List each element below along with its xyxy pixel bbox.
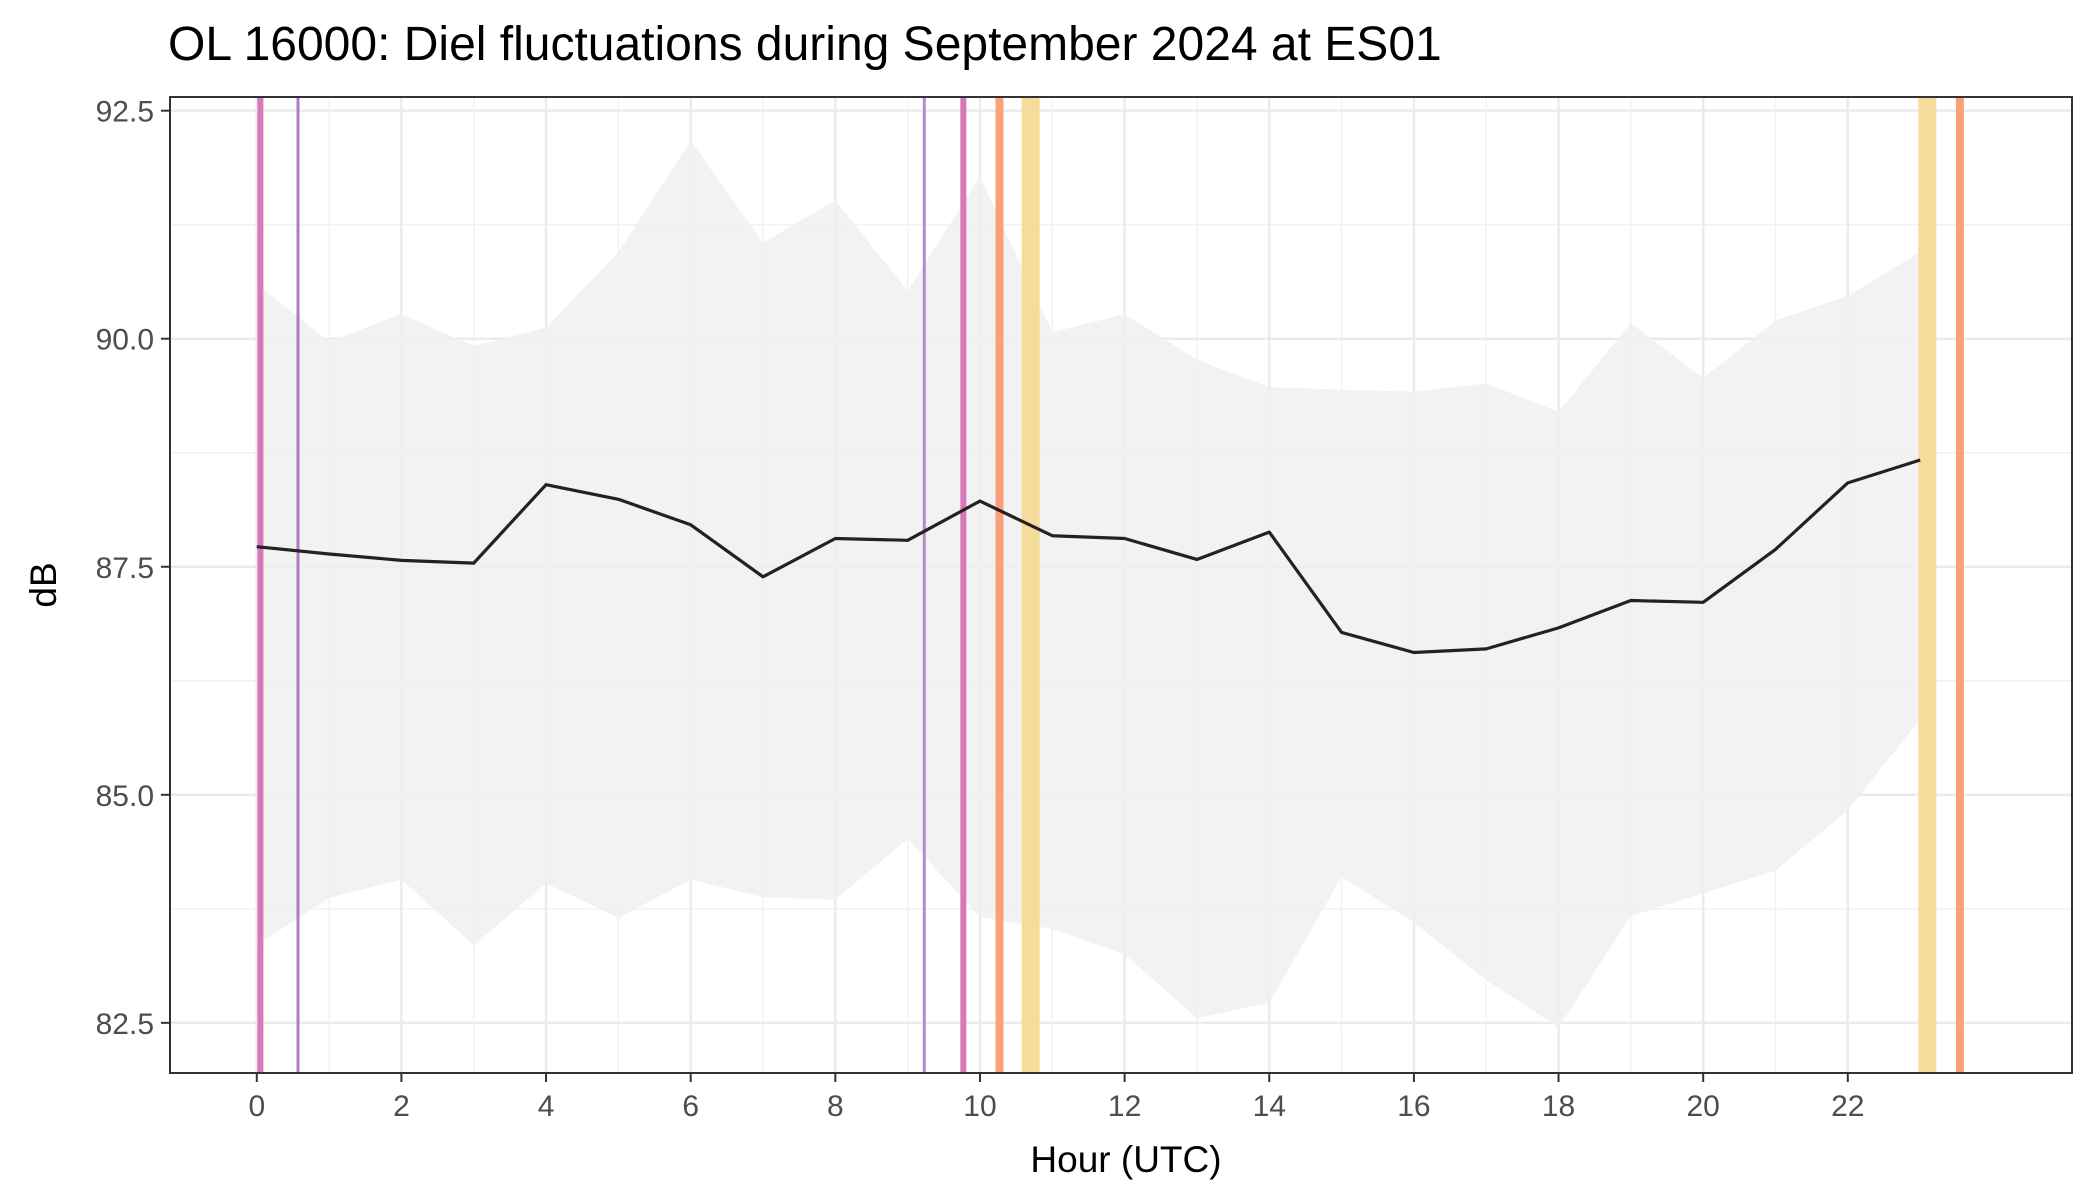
x-tick-label: 22 bbox=[1831, 1090, 1864, 1123]
x-tick-label: 4 bbox=[538, 1090, 555, 1123]
range-ribbon bbox=[256, 140, 1921, 1028]
y-axis-title: dB bbox=[23, 562, 64, 607]
x-tick-label: 2 bbox=[393, 1090, 410, 1123]
x-tick-label: 18 bbox=[1542, 1090, 1575, 1123]
y-tick-label: 82.5 bbox=[96, 1008, 154, 1041]
x-tick-label: 6 bbox=[682, 1090, 699, 1123]
x-tick-label: 20 bbox=[1686, 1090, 1719, 1123]
plot-area: 0 2 4 6 8 10 12 14 16 18 20 22 82.5 85.0 87.5 90.0 92.5 bbox=[96, 96, 2073, 1123]
x-tick-label: 8 bbox=[827, 1090, 844, 1123]
x-tick-label: 0 bbox=[248, 1090, 265, 1123]
x-tick-label: 16 bbox=[1397, 1090, 1430, 1123]
y-tick-label: 85.0 bbox=[96, 780, 154, 813]
panel-border bbox=[169, 96, 2073, 1074]
mean-line-series-1 bbox=[256, 458, 1921, 655]
chart-title: OL 16000: Diel fluctuations during Septe… bbox=[168, 18, 1442, 71]
y-tick-label: 90.0 bbox=[96, 324, 154, 357]
x-tick-label: 10 bbox=[963, 1090, 996, 1123]
y-tick-label: 92.5 bbox=[96, 96, 154, 129]
x-tick-label: 12 bbox=[1108, 1090, 1141, 1123]
x-axis-title: Hour (UTC) bbox=[1030, 1139, 1221, 1180]
y-tick-label: 87.5 bbox=[96, 552, 154, 585]
x-tick-label: 14 bbox=[1253, 1090, 1286, 1123]
